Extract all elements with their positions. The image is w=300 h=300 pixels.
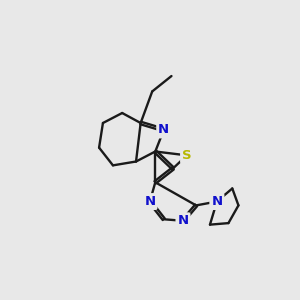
Text: N: N <box>144 195 155 208</box>
Text: N: N <box>177 214 189 227</box>
Text: N: N <box>211 195 223 208</box>
Text: S: S <box>182 149 192 162</box>
Text: N: N <box>158 123 169 136</box>
